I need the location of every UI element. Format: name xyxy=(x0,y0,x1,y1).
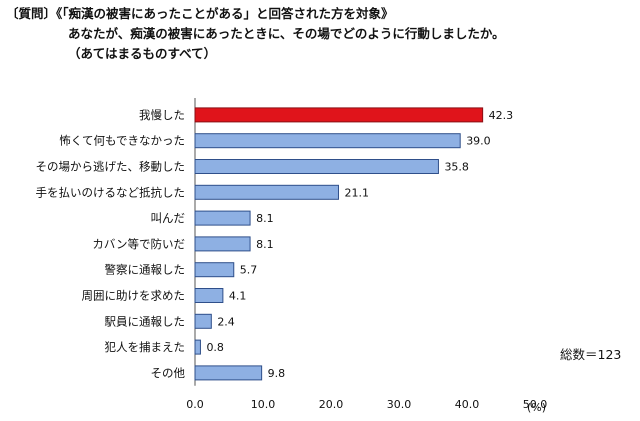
category-label: 周囲に助けを求めた xyxy=(82,289,186,303)
value-label: 21.1 xyxy=(344,186,369,199)
bar xyxy=(194,236,251,252)
category-label: その場から逃げた、移動した xyxy=(36,160,186,174)
value-label: 8.1 xyxy=(256,238,274,251)
category-label: 手を払いのけるなど抵抗した xyxy=(36,185,186,199)
category-label: 叫んだ xyxy=(151,211,186,225)
question-line-3: （あてはまるものすべて） xyxy=(68,46,217,61)
category-label: 犯人を捕まえた xyxy=(105,340,186,354)
category-label: カバン等で防いだ xyxy=(92,237,185,251)
x-tick-label: 0.0 xyxy=(186,398,204,411)
value-label: 4.1 xyxy=(229,290,247,303)
value-label: 39.0 xyxy=(466,135,491,148)
bar xyxy=(194,133,461,149)
axis-unit-label: (%) xyxy=(527,401,547,414)
bar xyxy=(194,262,235,278)
x-tick-label: 20.0 xyxy=(319,398,344,411)
value-label: 9.8 xyxy=(268,367,286,380)
bar xyxy=(194,365,263,381)
question-header: 〔質問〕《「痴漢の被害にあったことがある」と回答された方を対象》 あなたが、痴漢… xyxy=(6,4,505,84)
category-label: その他 xyxy=(151,366,186,380)
question-line-2: あなたが、痴漢の被害にあったときに、その場でどのように行動しましたか。 xyxy=(68,26,505,41)
question-line-1: 〔質問〕《「痴漢の被害にあったことがある」と回答された方を対象》 xyxy=(6,6,394,21)
value-label: 42.3 xyxy=(489,109,514,122)
bar xyxy=(194,107,484,123)
value-label: 8.1 xyxy=(256,212,274,225)
bar xyxy=(194,288,224,303)
bar xyxy=(194,159,439,174)
bar xyxy=(194,184,339,200)
bar xyxy=(194,339,201,355)
value-label: 2.4 xyxy=(217,315,235,328)
value-label: 5.7 xyxy=(240,264,258,277)
x-tick-label: 40.0 xyxy=(455,398,480,411)
category-label: 怖くて何もできなかった xyxy=(59,134,185,148)
x-tick-label: 50.0 xyxy=(523,398,548,411)
total-count-note: 総数＝123 xyxy=(560,347,622,362)
bar xyxy=(194,210,251,226)
x-tick-label: 10.0 xyxy=(251,398,276,411)
x-tick-label: 30.0 xyxy=(387,398,412,411)
category-label: 駅員に通報した xyxy=(105,314,186,328)
value-label: 35.8 xyxy=(444,161,469,174)
category-label: 我慢した xyxy=(139,108,185,122)
bar xyxy=(194,313,212,329)
value-label: 0.8 xyxy=(206,341,224,354)
category-label: 警察に通報した xyxy=(105,263,186,277)
